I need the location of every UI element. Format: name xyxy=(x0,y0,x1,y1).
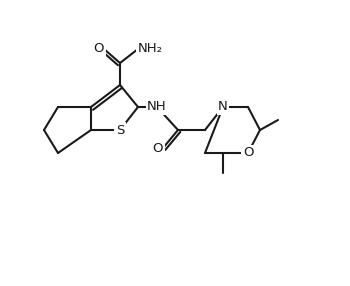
Text: O: O xyxy=(93,43,104,55)
Text: NH₂: NH₂ xyxy=(138,43,163,55)
Text: S: S xyxy=(116,124,124,136)
Text: N: N xyxy=(218,100,228,114)
Text: O: O xyxy=(243,146,253,160)
Text: O: O xyxy=(153,142,163,154)
Text: NH: NH xyxy=(147,100,167,114)
